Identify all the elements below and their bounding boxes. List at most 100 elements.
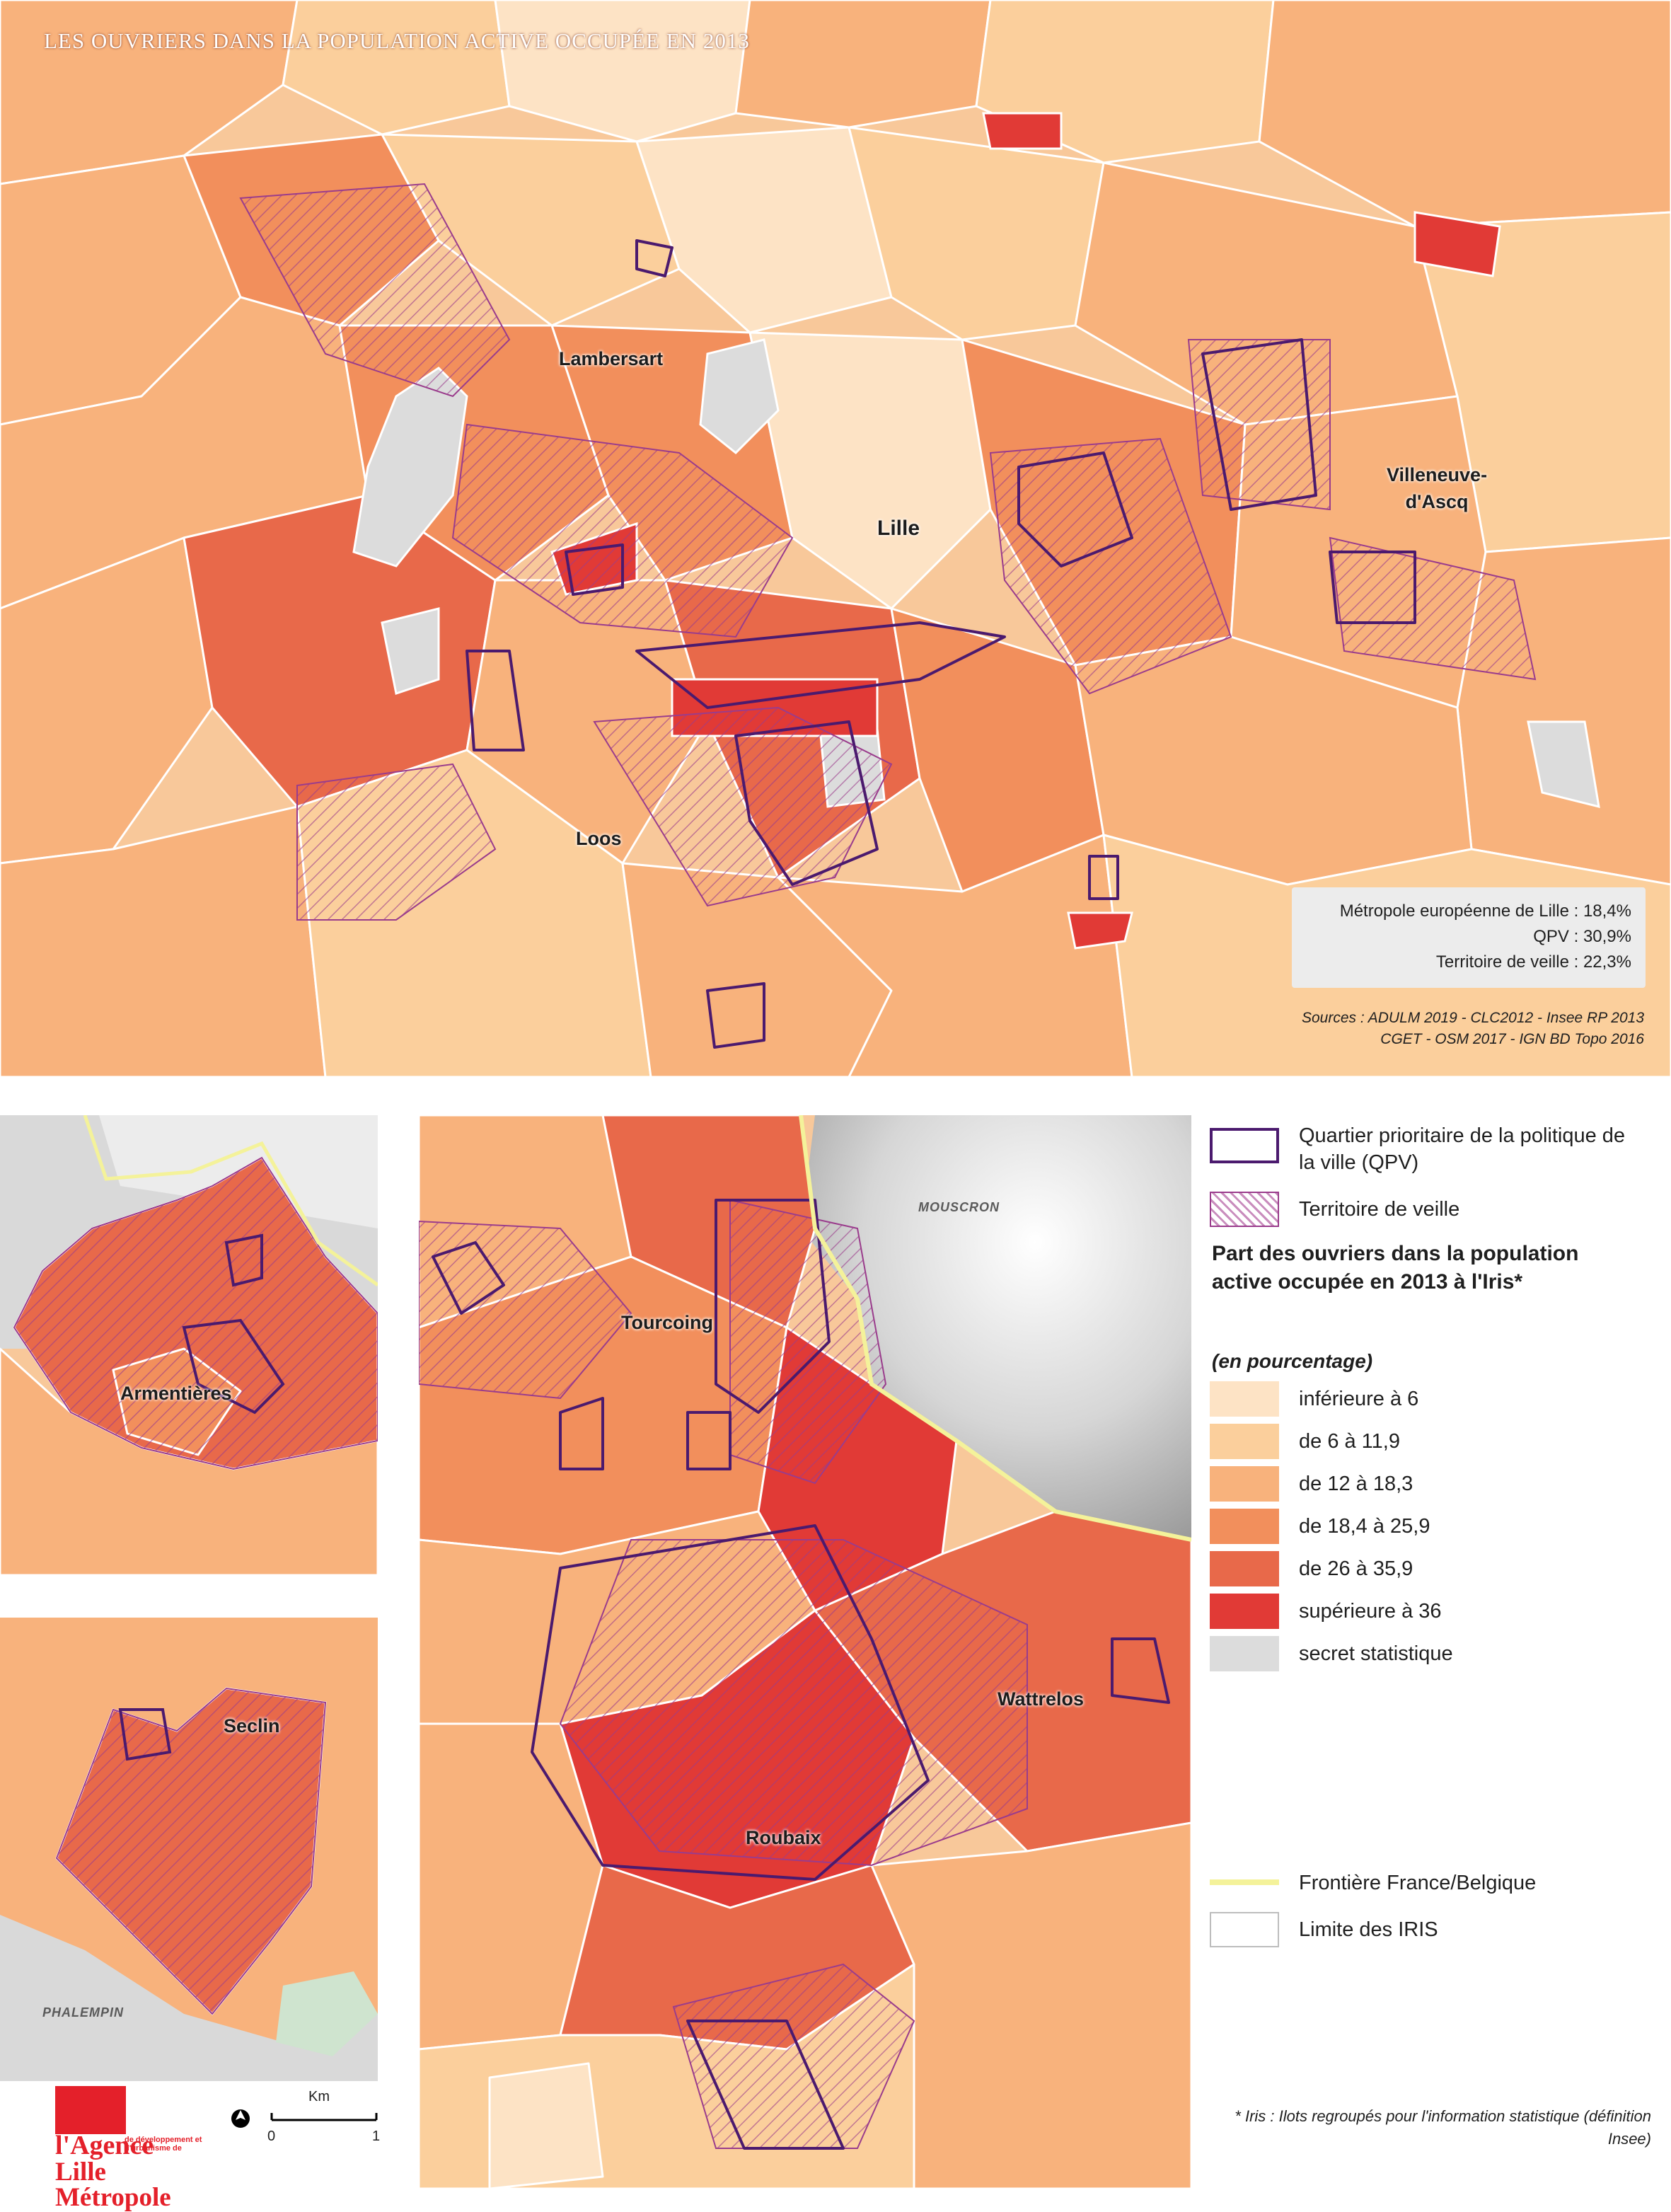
veille-rt-w	[419, 1220, 632, 1400]
inset-roubaix-canvas	[419, 1115, 1191, 2189]
legend-class-5-label: supérieure à 36	[1299, 1600, 1442, 1623]
veille-fives	[989, 437, 1232, 695]
qpv-armentieres	[182, 1318, 285, 1415]
sources-line1: Sources : ADULM 2019 - CLC2012 - Insee R…	[1301, 1010, 1644, 1026]
label-villeneuve: Villeneuve- d'Ascq	[1387, 464, 1488, 512]
inset-seclin-canvas	[0, 1618, 378, 2081]
qpv-south	[706, 982, 765, 1049]
legend-veille-swatch	[1210, 1192, 1279, 1227]
label-armentieres: Armentières	[120, 1383, 232, 1404]
footnote: * Iris : Ilots regroupés pour l'informat…	[1235, 2107, 1651, 2148]
iris-rt-light	[488, 2062, 604, 2189]
qpv-rt-2	[559, 1397, 604, 1470]
veille-armentieres	[13, 1156, 378, 1470]
belgium-area	[801, 1115, 1191, 1540]
legend-class-2: de 12 à 18,3	[1210, 1466, 1413, 1502]
legend-class-4-label: de 26 à 35,9	[1299, 1557, 1413, 1580]
border-armentieres	[83, 1115, 378, 1287]
qpv-moulins	[734, 720, 879, 886]
legend-class-0-label: inférieure à 6	[1299, 1388, 1419, 1410]
high-n	[982, 112, 1063, 150]
scale-graphic	[231, 2109, 378, 2128]
seclin-grey	[0, 1915, 378, 2081]
stat-veille: Territoire de veille : 22,3%	[1435, 952, 1631, 972]
legend-title: Part des ouvriers dans la population act…	[1212, 1242, 1579, 1294]
secret-e	[1527, 720, 1600, 809]
iris-lille-n	[635, 126, 893, 334]
secret-w	[381, 607, 440, 695]
iris-rt-se	[870, 1821, 1191, 2189]
label-mouscron: MOUSCRON	[918, 1200, 1000, 1214]
label-loos: Loos	[576, 828, 622, 849]
legend-class-5-swatch	[1210, 1594, 1279, 1629]
scale-bar: Km 0 1	[231, 2087, 393, 2158]
legend-qpv-label: Quartier prioritaire de la politique de …	[1299, 1124, 1626, 1174]
veille-lambersart	[239, 183, 511, 398]
main-map: LES OUVRIERS DANS LA POPULATION ACTIVE O…	[0, 0, 1671, 1077]
veille-loos	[296, 763, 497, 921]
iris-nw	[0, 0, 299, 185]
qpv-fives	[1017, 451, 1133, 568]
logo-red-block	[55, 2086, 126, 2134]
qpv-lille-sud	[635, 621, 1006, 709]
iris-n1	[282, 0, 511, 136]
logo-tagline: de développement et d'urbanisme de	[125, 2136, 202, 2153]
border-france-belgique	[799, 1115, 1191, 1542]
veille-seclin	[55, 1687, 327, 2015]
logo-city: Lille Métropole	[55, 2158, 171, 2212]
legend-class-1: de 6 à 11,9	[1210, 1424, 1400, 1459]
qpv-villeneuve-e	[1329, 551, 1416, 624]
legend-class-3: de 18,4 à 25,9	[1210, 1509, 1430, 1544]
legend-class-2-swatch	[1210, 1466, 1279, 1502]
legend-border-swatch	[1210, 1865, 1279, 1901]
legend-class-3-swatch	[1210, 1509, 1279, 1544]
legend-class-4-swatch	[1210, 1551, 1279, 1586]
scale-end: 1	[372, 2129, 381, 2144]
legend-iris-swatch	[1210, 1912, 1279, 1947]
scale-start: 0	[267, 2129, 276, 2144]
qpv-lambersart	[635, 239, 673, 277]
qpv-roubaix	[531, 1524, 930, 1881]
stat-qpv: QPV : 30,9%	[1533, 927, 1631, 946]
legend-class-3-label: de 18,4 à 25,9	[1299, 1515, 1430, 1538]
iris-ne	[1258, 0, 1671, 228]
legend-class-1-label: de 6 à 11,9	[1299, 1430, 1400, 1453]
legend-veille-label: Territoire de veille	[1299, 1198, 1460, 1221]
label-phalempin: PHALEMPIN	[42, 2005, 125, 2020]
qpv-villeneuve	[1201, 338, 1317, 511]
logo-name: l'Agence	[55, 2131, 154, 2160]
inset-seclin: Seclin PHALEMPIN	[0, 1618, 378, 2081]
map-title: LES OUVRIERS DANS LA POPULATION ACTIVE O…	[44, 28, 750, 53]
legend-iris: Limite des IRIS	[1210, 1912, 1438, 1947]
stats-box: Métropole européenne de Lille : 18,4% QP…	[1292, 887, 1646, 988]
agence-logo: l'Agence de développement et d'urbanisme…	[55, 2086, 205, 2211]
label-wattrelos: Wattrelos	[998, 1688, 1085, 1710]
label-lille: Lille	[877, 517, 920, 540]
iris-n2	[494, 0, 751, 143]
iris-lille-centre	[748, 331, 992, 610]
iris-lille-ne	[848, 126, 1105, 341]
legend-qpv: Quartier prioritaire de la politique de …	[1210, 1122, 1631, 1176]
legend-iris-label: Limite des IRIS	[1299, 1918, 1438, 1941]
high-se	[1067, 911, 1133, 950]
veille-bois-blancs	[451, 423, 794, 638]
legend-class-6: secret statistique	[1210, 1636, 1453, 1671]
legend-class-4: de 26 à 35,9	[1210, 1551, 1413, 1586]
veille-rt-s	[672, 1963, 915, 2149]
label-seclin: Seclin	[224, 1715, 280, 1736]
legend-class-0: inférieure à 6	[1210, 1381, 1418, 1417]
sources: Sources : ADULM 2019 - CLC2012 - Insee R…	[1132, 1008, 1644, 1050]
qpv-loos	[466, 650, 525, 751]
qpv-rt-3	[686, 1411, 732, 1470]
iris-s3	[777, 834, 1133, 1077]
veille-roubaix	[559, 1539, 1028, 1867]
label-lambersart: Lambersart	[559, 348, 664, 369]
legend-class-5: supérieure à 36	[1210, 1594, 1442, 1629]
legend-subtitle: (en pourcentage)	[1212, 1350, 1373, 1372]
iris-sw1	[0, 536, 214, 865]
qpv-canteleu	[565, 543, 624, 596]
legend-qpv-swatch	[1210, 1128, 1279, 1163]
qpv-seclin	[118, 1708, 172, 1761]
inset-armentieres-canvas	[0, 1115, 378, 1575]
legend-class-1-swatch	[1210, 1424, 1279, 1459]
